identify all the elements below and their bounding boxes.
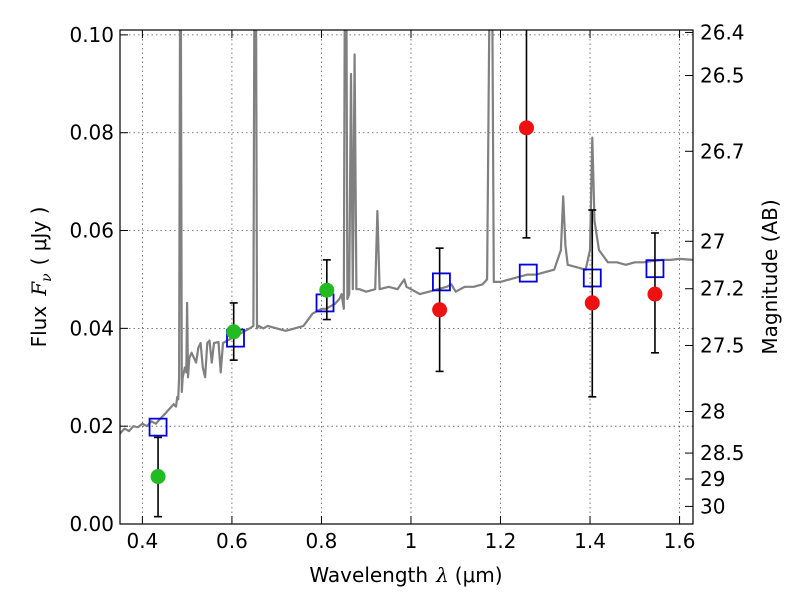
grid bbox=[120, 30, 693, 525]
data-points bbox=[148, 30, 665, 518]
y2-axis-label: Magnitude (AB) bbox=[758, 199, 782, 354]
x-tick-label: 1.4 bbox=[574, 529, 606, 553]
spectrum-line bbox=[120, 30, 693, 435]
y-tick-label: 0.06 bbox=[69, 219, 114, 243]
model-point bbox=[432, 272, 451, 292]
y-tick-label: 0.02 bbox=[69, 414, 114, 438]
y-tick-label: 0.10 bbox=[69, 23, 114, 47]
y2-tick-label: 29 bbox=[700, 467, 725, 491]
y-tick-label: 0.00 bbox=[69, 512, 114, 536]
y2-tick-label: 27.2 bbox=[700, 277, 745, 301]
y2-tick-label: 27 bbox=[700, 229, 725, 253]
red-point bbox=[584, 295, 600, 311]
x-axis-label: Wavelength λ (μm) bbox=[309, 563, 502, 587]
x-tick-label: 0.6 bbox=[216, 529, 248, 553]
model-point bbox=[518, 263, 538, 283]
model-point bbox=[148, 417, 168, 437]
red-point bbox=[647, 286, 663, 302]
y-tick-label: 0.04 bbox=[69, 316, 114, 340]
x-tick-label: 0.8 bbox=[306, 529, 338, 553]
y2-tick-label: 28.5 bbox=[700, 441, 745, 465]
plot-frame bbox=[119, 29, 694, 525]
y2-tick-label: 26.5 bbox=[700, 63, 745, 87]
y-tick-label: 0.08 bbox=[69, 121, 114, 145]
green-point bbox=[150, 469, 166, 485]
y2-tick-label: 26.7 bbox=[700, 139, 745, 163]
green-point bbox=[226, 324, 242, 340]
axis-ticks: 0.4 0.6 0.8 1 1.2 1.4 1.6 0.00 0.02 0.04 0.06 0.08 0… bbox=[69, 20, 744, 553]
y2-tick-label: 28 bbox=[700, 400, 725, 424]
x-tick-label: 1 bbox=[405, 529, 418, 553]
y-axis-label: FluxFν( μJy ) bbox=[27, 207, 55, 348]
red-point bbox=[432, 302, 448, 318]
y2-tick-label: 27.5 bbox=[700, 333, 745, 357]
x-tick-label: 1.6 bbox=[664, 529, 696, 553]
red-point bbox=[518, 120, 534, 136]
plot-area bbox=[120, 30, 693, 524]
x-tick-label: 0.4 bbox=[126, 529, 158, 553]
x-tick-label: 1.2 bbox=[485, 529, 517, 553]
y2-tick-label: 30 bbox=[700, 494, 725, 518]
green-point bbox=[319, 282, 335, 298]
y2-tick-label: 26.4 bbox=[700, 20, 745, 44]
